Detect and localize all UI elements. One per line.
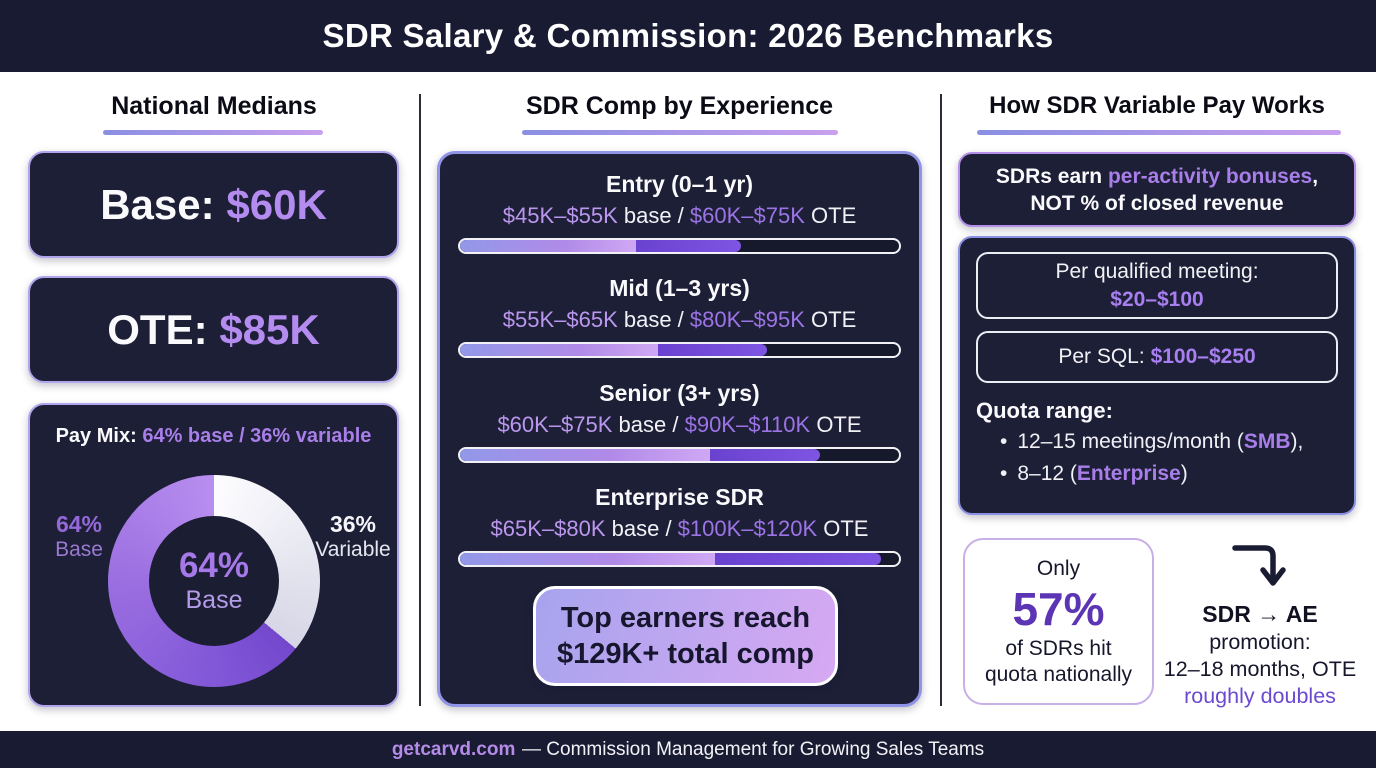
middle-column-heading: SDR Comp by Experience — [525, 92, 834, 120]
tier-range: $60K–$75K base / $90K–$110K OTE — [497, 412, 862, 437]
comp-bar-base-fill — [460, 553, 715, 565]
header-banner: SDR Salary & Commission: 2026 Benchmarks — [0, 0, 1376, 72]
tier-range: $65K–$80K base / $100K–$120K OTE — [490, 516, 869, 541]
variable-pay-banner: SDRs earn per-activity bonuses, NOT % of… — [958, 152, 1356, 227]
base-value: $60K — [226, 180, 327, 228]
column-divider — [419, 94, 421, 706]
tier-label: Mid (1–3 yrs) — [609, 275, 750, 301]
comp-bar-ote-fill — [714, 553, 882, 565]
donut-label-variable: 36% Variable — [315, 511, 391, 561]
heading-underline — [977, 130, 1341, 135]
comp-bar-track — [458, 238, 901, 254]
comp-bar-track — [458, 342, 901, 358]
pay-mix-title: Pay Mix: 64% base / 36% variable — [30, 425, 397, 448]
tier-label: Entry (0–1 yr) — [605, 171, 753, 197]
donut-label-base: 64% Base — [55, 511, 103, 561]
tier-row-senior: Senior (3+ yrs) $60K–$75K base / $90K–$1… — [458, 377, 901, 463]
comp-bar-ote-fill — [657, 344, 768, 356]
tier-range: $55K–$65K base / $80K–$95K OTE — [502, 307, 857, 332]
donut-center-label: Base — [185, 586, 243, 614]
top-earners-callout: Top earners reach $129K+ total comp — [533, 586, 838, 686]
donut-center: 64% Base — [149, 516, 279, 646]
stat-value: 57% — [1012, 582, 1105, 635]
quota-item-smb: • 12–15 meetings/month (SMB), — [1000, 430, 1304, 453]
ote-median-card: OTE: $85K — [28, 276, 399, 383]
comp-bar-ote-fill — [635, 240, 741, 252]
experience-card: Entry (0–1 yr) $45K–$55K base / $60K–$75… — [437, 151, 922, 707]
base-label: Base: — [100, 180, 215, 228]
comp-bar-base-fill — [460, 449, 711, 461]
ote-value: $85K — [219, 305, 320, 353]
corner-down-arrow-icon — [1232, 545, 1286, 586]
quota-attainment-stat-card: Only 57% of SDRs hit quota nationally — [963, 538, 1154, 705]
promotion-note: SDR → AE promotion: 12–18 months, OTE ro… — [1160, 541, 1360, 710]
rate-box-sql: Per SQL: $100–$250 — [976, 331, 1338, 383]
comp-bar-track — [458, 551, 901, 567]
footer-tagline: — Commission Management for Growing Sale… — [522, 738, 985, 760]
tier-row-mid: Mid (1–3 yrs) $55K–$65K base / $80K–$95K… — [458, 272, 901, 358]
tier-label: Enterprise SDR — [595, 484, 764, 510]
heading-underline — [103, 130, 323, 135]
rates-card: Per qualified meeting: $20–$100 Per SQL:… — [958, 236, 1356, 515]
ote-label: OTE: — [107, 305, 208, 353]
tier-range: $45K–$55K base / $60K–$75K OTE — [502, 203, 857, 228]
heading-underline — [522, 130, 838, 135]
footer-brand: getcarvd.com — [391, 738, 516, 760]
right-column-heading: How SDR Variable Pay Works — [989, 92, 1325, 119]
comp-bar-base-fill — [460, 240, 636, 252]
quota-item-enterprise: • 8–12 (Enterprise) — [1000, 462, 1188, 485]
column-divider — [940, 94, 942, 706]
tier-row-enterprise: Enterprise SDR $65K–$80K base / $100K–$1… — [458, 481, 901, 567]
pay-mix-title-label: Pay Mix: — [55, 425, 137, 447]
left-column-heading: National Medians — [111, 92, 317, 120]
promotion-path: SDR → AE — [1202, 601, 1318, 627]
promotion-highlight: roughly doubles — [1184, 684, 1336, 708]
comp-bar-base-fill — [460, 344, 658, 356]
page-title: SDR Salary & Commission: 2026 Benchmarks — [322, 17, 1054, 54]
pay-mix-title-value: 64% base / 36% variable — [142, 425, 372, 447]
pay-mix-donut-chart: 64% Base — [108, 475, 320, 687]
donut-center-percent: 64% — [178, 546, 250, 585]
comp-bar-ote-fill — [710, 449, 820, 461]
pay-mix-card: Pay Mix: 64% base / 36% variable 64% Base… — [28, 403, 399, 707]
comp-bar-track — [458, 447, 901, 463]
footer-banner: getcarvd.com — Commission Management for… — [0, 731, 1376, 768]
tier-label: Senior (3+ yrs) — [599, 380, 760, 406]
base-median-card: Base: $60K — [28, 151, 399, 258]
tier-row-entry: Entry (0–1 yr) $45K–$55K base / $60K–$75… — [458, 168, 901, 254]
rate-box-meeting: Per qualified meeting: $20–$100 — [976, 252, 1338, 319]
quota-range-label: Quota range: — [976, 398, 1113, 423]
